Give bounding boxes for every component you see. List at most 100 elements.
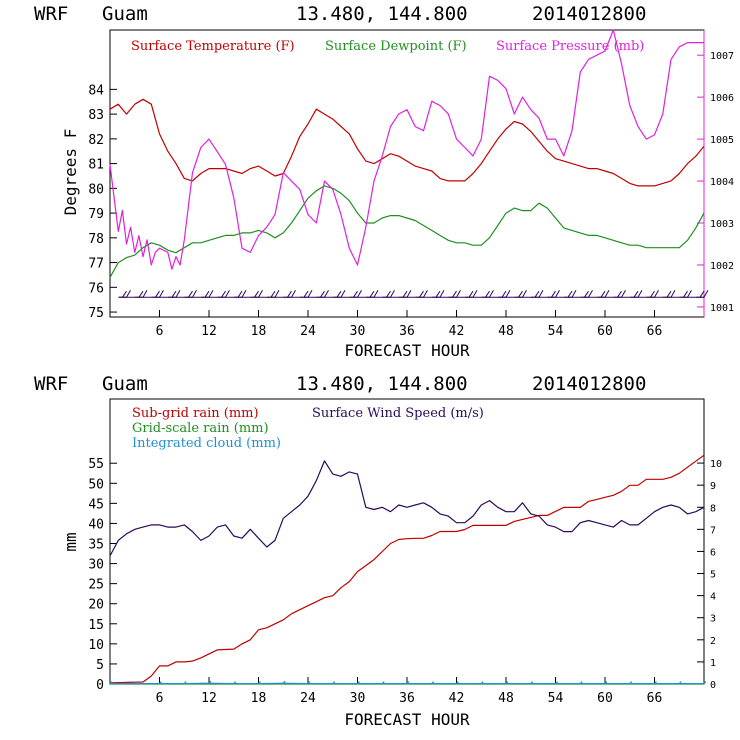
wind-barb [184, 289, 197, 298]
wind-barb [613, 289, 626, 298]
y-tick-label: 82 [88, 133, 104, 148]
wind-barb [399, 289, 412, 298]
chart-1-plot-frame [109, 29, 705, 318]
y2-tick-label: 3 [710, 614, 716, 625]
cloud-mark [480, 681, 484, 685]
cloud-mark [258, 681, 261, 685]
wind-barb [432, 289, 445, 298]
y-tick-label: 25 [88, 578, 104, 593]
cloud-mark [629, 681, 633, 685]
y2-tick-label: 1003 [710, 219, 734, 230]
chart-2-coords: 13.480, 144.800 [296, 373, 468, 395]
cloud-mark [159, 681, 162, 685]
y-tick-label: 50 [88, 477, 104, 492]
x-tick-label: 60 [597, 691, 613, 706]
y2-tick-label: 2 [710, 636, 716, 647]
x-tick-label: 24 [300, 691, 316, 706]
wind-barb [382, 289, 395, 298]
chart-1-coords: 13.480, 144.800 [296, 3, 468, 25]
chart-2-legend-integrated-cloud: Integrated cloud (mm) [132, 436, 281, 451]
y-tick-label: 84 [88, 83, 104, 98]
cloud-mark [579, 681, 583, 685]
x-tick-label: 48 [498, 324, 514, 339]
cloud-mark [505, 681, 509, 685]
chart-1-y-ticks: 75 76 77 78 79 80 81 82 83 84 [88, 83, 117, 321]
series-surface-pressure-mb [109, 29, 704, 270]
x-tick-label: 60 [597, 324, 613, 339]
chart-2-x-ticks: 6 12 18 24 30 36 42 48 54 60 66 [156, 677, 663, 706]
x-tick-label: 36 [399, 324, 415, 339]
wind-barb [597, 289, 610, 298]
y2-tick-label: 1005 [710, 135, 734, 146]
x-tick-label: 54 [548, 324, 564, 339]
x-tick-label: 66 [647, 691, 663, 706]
wind-barb [333, 289, 346, 298]
cloud-mark [703, 681, 707, 685]
wind-barb [498, 289, 511, 298]
cloud-mark [134, 681, 138, 685]
y2-tick-label: 9 [710, 481, 716, 492]
y-tick-label: 10 [88, 638, 104, 653]
x-tick-label: 54 [548, 691, 564, 706]
x-tick-label: 12 [201, 324, 217, 339]
cloud-mark [109, 681, 113, 685]
y2-tick-label: 1 [710, 658, 716, 669]
y2-tick-label: 1001 [710, 303, 734, 314]
chart-2: WRF Guam 13.480, 144.800 2014012800 Sub-… [34, 373, 722, 729]
wind-barb [465, 289, 478, 298]
x-tick-label: 6 [156, 324, 164, 339]
cloud-mark [381, 681, 385, 685]
wind-barb [300, 289, 313, 298]
chart-2-legend-subgrid-rain: Sub-grid rain (mm) [132, 406, 259, 421]
y-tick-label: 77 [88, 257, 104, 272]
y2-tick-label: 1004 [710, 177, 734, 188]
x-tick-label: 42 [449, 691, 465, 706]
wind-barb [168, 289, 181, 298]
chart-1-legend-pressure: Surface Pressure (mb) [496, 39, 644, 54]
chart-2-y-axis-label: mm [61, 532, 80, 551]
chart-2-location: Guam [102, 373, 148, 395]
x-tick-label: 12 [201, 691, 217, 706]
wind-barb [630, 289, 643, 298]
y2-tick-label: 6 [710, 547, 716, 558]
wind-barb [696, 289, 709, 298]
chart-2-model: WRF [34, 373, 68, 395]
x-tick-label: 6 [156, 691, 164, 706]
wind-barb [564, 289, 577, 298]
wind-barb [234, 289, 247, 298]
chart-1-x-axis-label: FORECAST HOUR [344, 341, 470, 360]
cloud-mark [357, 681, 360, 685]
wind-barb [646, 289, 659, 298]
chart-1-model: WRF [34, 3, 68, 25]
x-tick-label: 18 [251, 691, 267, 706]
y2-tick-label: 0 [710, 680, 716, 691]
wind-barb [448, 289, 461, 298]
x-tick-label: 30 [350, 324, 366, 339]
y-tick-label: 76 [88, 281, 104, 296]
x-tick-label: 66 [647, 324, 663, 339]
chart-1-legend-temperature: Surface Temperature (F) [131, 39, 295, 54]
x-tick-label: 48 [498, 691, 514, 706]
cloud-mark [406, 681, 410, 685]
y-tick-label: 78 [88, 232, 104, 247]
y-tick-label: 5 [96, 658, 104, 673]
y2-tick-label: 10 [710, 459, 722, 470]
wind-barb [135, 289, 148, 298]
cloud-mark [654, 681, 657, 685]
cloud-mark [530, 681, 534, 685]
y2-tick-label: 1007 [710, 51, 734, 62]
y2-tick-label: 1002 [710, 261, 734, 272]
y2-tick-label: 4 [710, 592, 716, 603]
wind-barb [481, 289, 494, 298]
wind-barb [250, 289, 263, 298]
y2-tick-label: 8 [710, 503, 716, 514]
x-tick-label: 30 [350, 691, 366, 706]
series-surface-temperature-f [109, 98, 705, 187]
x-tick-label: 24 [300, 324, 316, 339]
y-tick-label: 40 [88, 517, 104, 532]
chart-1-location: Guam [102, 3, 148, 25]
y2-tick-label: 5 [710, 570, 716, 581]
y2-tick-label: 1006 [710, 93, 734, 104]
chart-1-y2-ticks: 1001 1002 1003 1004 1005 1006 1007 [697, 51, 734, 314]
